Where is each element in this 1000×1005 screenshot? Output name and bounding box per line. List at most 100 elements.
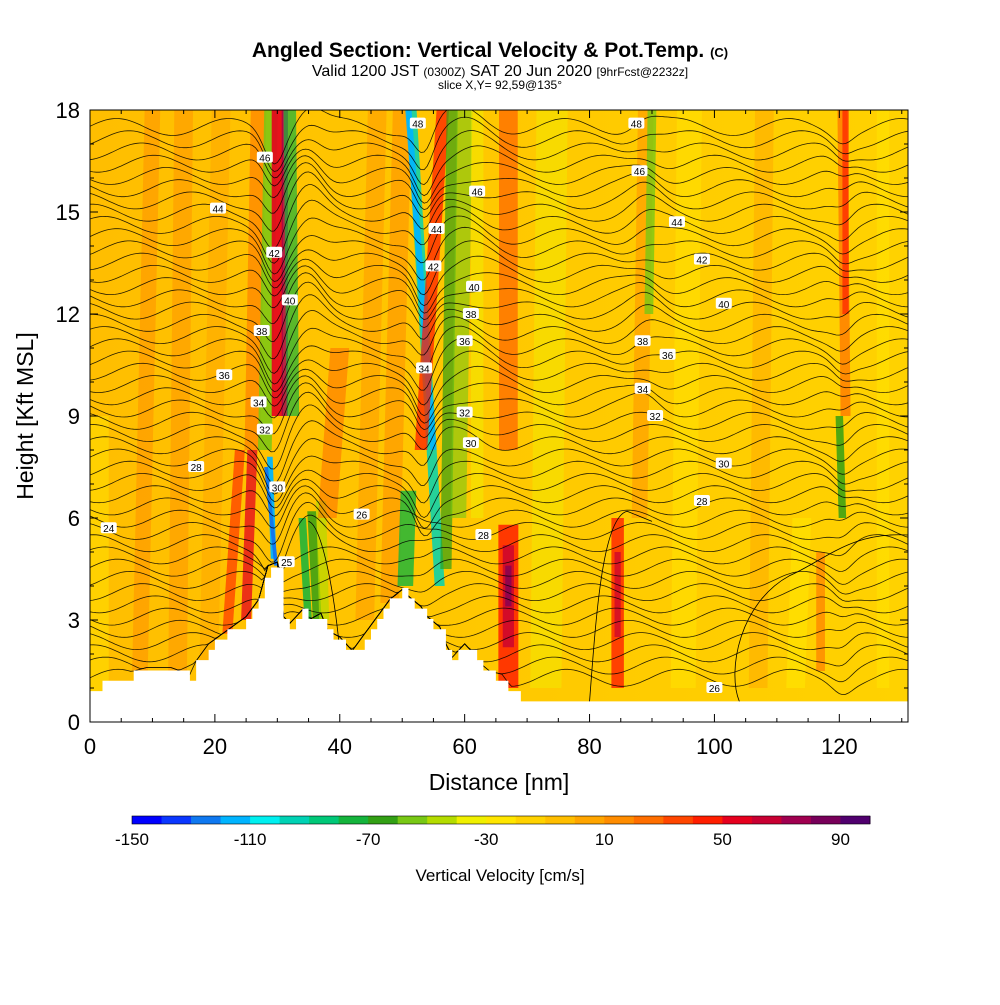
contour-label: 28 xyxy=(188,461,205,474)
colorbar-swatch xyxy=(338,816,369,824)
contour-label-text: 42 xyxy=(428,262,440,273)
contour-label-text: 40 xyxy=(718,300,730,311)
isentrope-line xyxy=(90,514,908,572)
contour-label: 44 xyxy=(210,202,227,216)
colorbar-swatch xyxy=(722,816,753,824)
isentrope-line xyxy=(90,469,908,519)
isentrope-line xyxy=(90,240,908,296)
colorbar-swatch xyxy=(486,816,517,824)
velocity-band xyxy=(816,552,825,671)
contour-label-bg xyxy=(281,294,298,306)
contour-label: 44 xyxy=(668,216,685,229)
isentrope-line xyxy=(90,116,908,172)
contour-label: 40 xyxy=(281,294,298,307)
contour-label-text: 34 xyxy=(419,364,431,375)
contour-label-text: 30 xyxy=(272,483,284,494)
colorbar-swatch xyxy=(220,816,251,824)
contour-label-text: 36 xyxy=(662,351,674,362)
isentrope-line xyxy=(90,478,908,529)
contour-label: 24 xyxy=(100,522,117,535)
y-tick-label: 9 xyxy=(68,404,80,429)
velocity-band xyxy=(876,110,890,688)
colorbar-swatch xyxy=(456,816,487,824)
x-axis-label: Distance [nm] xyxy=(429,769,570,795)
isentrope-line xyxy=(90,272,908,324)
isentrope-line xyxy=(90,365,908,417)
contour-label: 46 xyxy=(469,185,486,199)
contour-label-bg xyxy=(715,297,732,309)
velocity-band xyxy=(298,518,313,627)
contour-label: 30 xyxy=(269,481,286,494)
contour-label-bg xyxy=(353,508,370,520)
contour-label-text: 26 xyxy=(709,684,721,695)
velocity-band xyxy=(241,450,258,620)
contour-label-text: 28 xyxy=(478,531,490,542)
velocity-band xyxy=(307,511,323,634)
colorbar-frame xyxy=(131,815,871,825)
velocity-band xyxy=(380,110,412,603)
isentrope-line xyxy=(90,501,908,563)
contour-label-bg xyxy=(631,165,648,177)
contour-label-bg xyxy=(475,529,492,540)
isentrope-line xyxy=(90,215,908,275)
contour-label-bg xyxy=(693,253,710,265)
contour-label-bg xyxy=(647,410,664,421)
velocity-band xyxy=(355,110,387,620)
colorbar-swatch xyxy=(810,816,841,824)
contour-label-bg xyxy=(409,117,426,129)
contour-label-text: 38 xyxy=(465,310,477,321)
contour-label-bg xyxy=(668,216,685,228)
isentrope-line xyxy=(90,561,908,607)
contour-label: 46 xyxy=(256,151,273,165)
contour-label-text: 40 xyxy=(468,283,480,294)
contour-label: 42 xyxy=(693,253,710,267)
contour-label: 36 xyxy=(659,348,676,362)
isentrope-line xyxy=(90,420,908,485)
colorbar-swatch xyxy=(751,816,782,824)
colorbar-swatch xyxy=(515,816,546,824)
contour-label: 34 xyxy=(416,362,433,375)
contour-label-text: 38 xyxy=(637,337,649,348)
contour-label-bg xyxy=(425,260,442,272)
isentrope-line xyxy=(90,492,908,545)
colorbar-swatch xyxy=(191,816,222,824)
colorbar-tick-label: 90 xyxy=(831,830,850,849)
contour-label-bg xyxy=(416,362,433,374)
contour-label-text: 38 xyxy=(256,327,268,338)
velocity-band xyxy=(835,416,847,518)
velocity-band xyxy=(316,501,330,620)
contour-label: 40 xyxy=(466,280,483,294)
contour-label-text: 30 xyxy=(718,460,730,471)
valid-time-line: Valid 1200 JST (0300Z) SAT 20 Jun 2020 [… xyxy=(312,63,688,80)
contour-label-bg xyxy=(693,495,710,506)
contour-label-bg xyxy=(659,348,676,360)
colorbar-swatch xyxy=(781,816,812,824)
isentrope-line xyxy=(90,438,908,495)
contour-label-text: 36 xyxy=(459,337,471,348)
contour-label-bg xyxy=(469,185,486,197)
velocity-band xyxy=(786,518,812,688)
colorbar-swatch xyxy=(161,816,192,824)
colorbar-tick-label: 50 xyxy=(713,830,732,849)
contour-label: 44 xyxy=(428,223,445,236)
contour-label: 34 xyxy=(250,396,267,409)
colorbar-swatch xyxy=(663,816,694,824)
contour-label-bg xyxy=(456,406,473,418)
velocity-band xyxy=(264,467,278,566)
colorbar-label: Vertical Velocity [cm/s] xyxy=(415,866,584,885)
pot-temp-contours xyxy=(90,110,908,702)
colorbar-swatch xyxy=(250,816,281,824)
isentrope-line xyxy=(90,199,908,264)
isentrope-line xyxy=(589,510,653,702)
colorbar-tick-label: -70 xyxy=(356,830,381,849)
isentrope-line xyxy=(90,561,908,638)
isentrope-line xyxy=(308,521,341,651)
y-tick-label: 12 xyxy=(56,302,80,327)
colorbar-tick-label: -150 xyxy=(115,830,149,849)
contour-label-bg xyxy=(266,246,283,258)
x-tick-label: 120 xyxy=(821,734,858,759)
contour-label-text: 24 xyxy=(103,524,115,535)
colorbar-swatch xyxy=(397,816,428,824)
